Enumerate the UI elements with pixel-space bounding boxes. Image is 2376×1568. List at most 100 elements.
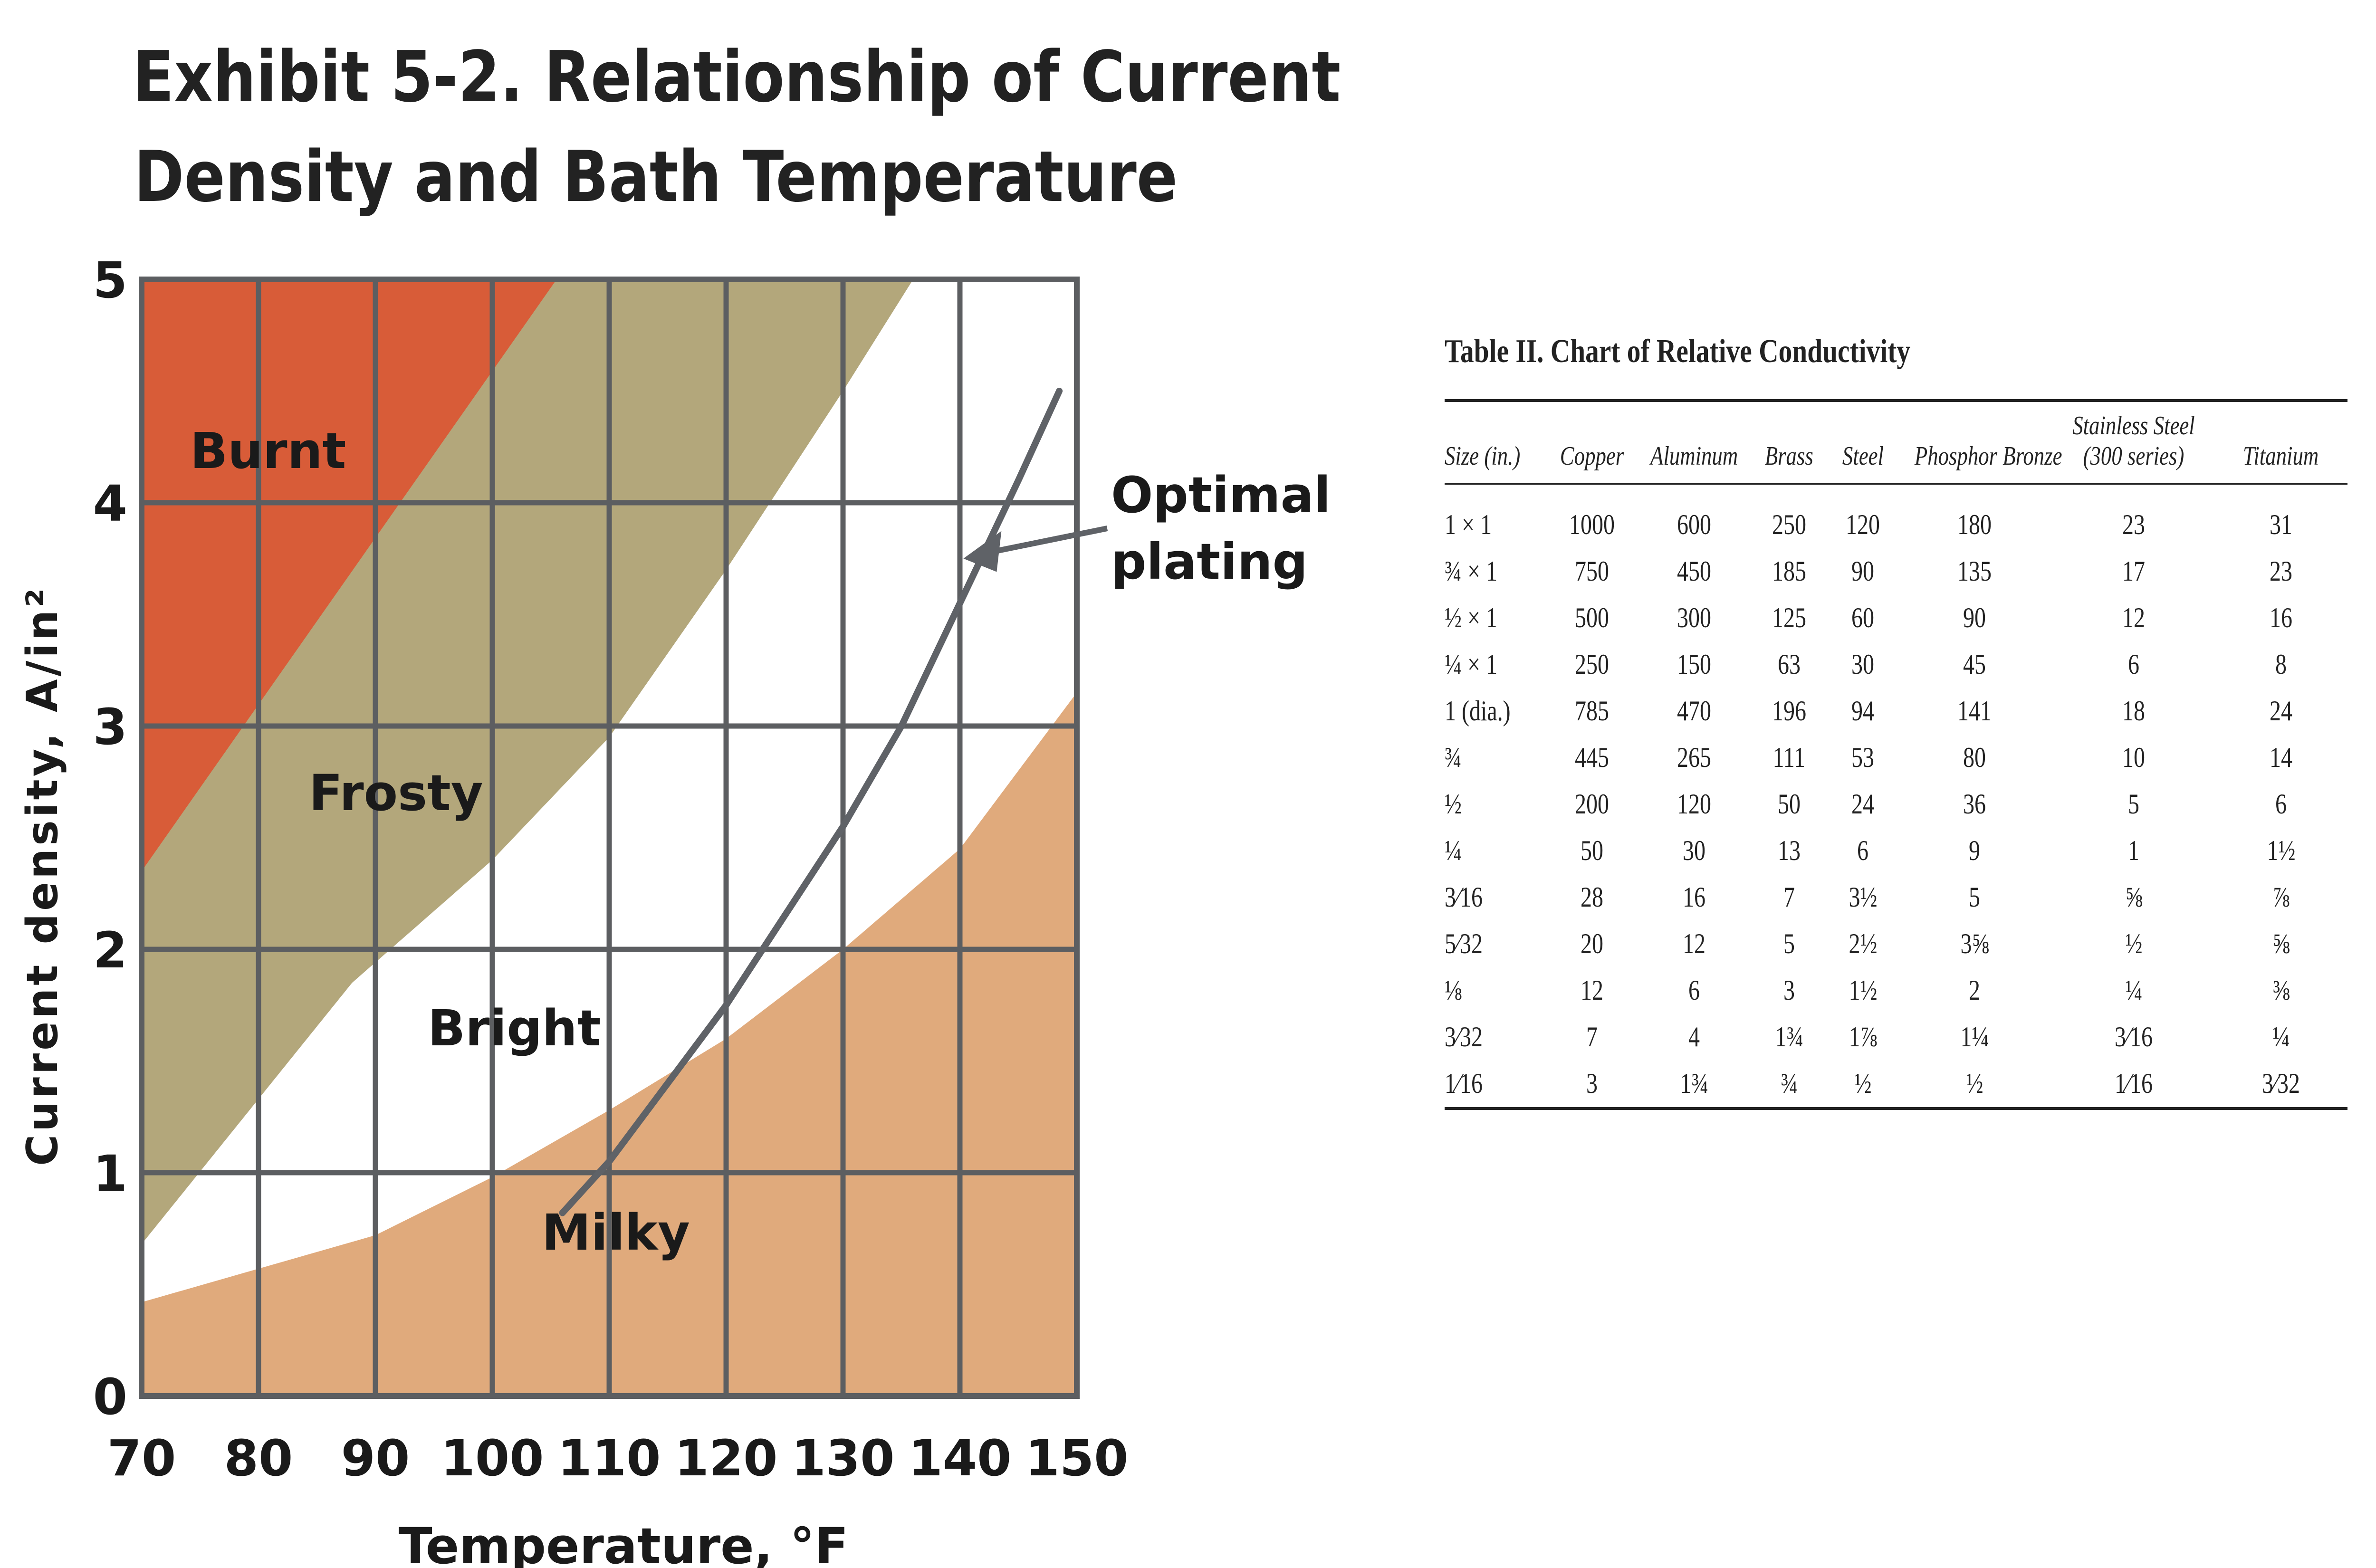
y-tick-label: 2 (93, 921, 127, 979)
x-tick-label: 90 (341, 1429, 410, 1487)
region-label-bright: Bright (428, 999, 601, 1057)
table-cell: ¼ × 1 (1445, 649, 1498, 680)
table-cell: 60 (1851, 602, 1874, 633)
table-header-cell: Phosphor Bronze (1896, 402, 2062, 483)
table-cell: 5 (1783, 928, 1795, 959)
table-cell: 12 (1683, 928, 1705, 959)
table-cell: 12 (2122, 602, 2145, 633)
table-header-rule (1445, 483, 2347, 502)
table-header-row: Size (in.) Copper Aluminum Brass Steel Phosph… (1445, 402, 2347, 483)
x-tick-label: 120 (674, 1429, 777, 1487)
table-cell: 1⁄16 (1445, 1068, 1483, 1099)
region-label-milky: Milky (542, 1204, 690, 1262)
table-cell: 80 (1963, 742, 1986, 773)
table-cell: 125 (1772, 602, 1806, 633)
table-cell: 2 (1969, 975, 1980, 1006)
table-cell: 50 (1778, 788, 1801, 820)
table-cell: 750 (1575, 555, 1609, 587)
table-cell: 150 (1677, 649, 1711, 680)
table-cell: 8 (2275, 649, 2287, 680)
x-tick-label: 100 (441, 1429, 544, 1487)
table-cell: 5 (2128, 788, 2139, 820)
table-cell: 13 (1778, 835, 1801, 866)
table-header-text: Steel (1842, 441, 1884, 471)
table-bottom-rule (1445, 1107, 2347, 1110)
table-header-text: Phosphor Bronze (1914, 441, 2062, 471)
exhibit-chart: Exhibit 5-2. Relationship of Current Den… (18, 42, 1341, 1568)
table-cell: 445 (1575, 742, 1609, 773)
annotation-label-line2: plating (1111, 533, 1308, 591)
table-header-text: Titanium (2243, 441, 2319, 471)
table-cell: 470 (1677, 695, 1711, 727)
table-cell: 1⅞ (1849, 1021, 1877, 1052)
table-cell: 120 (1677, 788, 1711, 820)
table-cell: 90 (1963, 602, 1986, 633)
table-cell: ⅛ (1445, 975, 1462, 1006)
table-cell: ⅞ (2272, 881, 2290, 913)
table-cell: 3⅝ (1960, 928, 1989, 959)
table-header-text: Size (in.) (1445, 441, 1521, 471)
table-cell: 135 (1957, 555, 1992, 587)
table-cell: 30 (1683, 835, 1705, 866)
table-cell: 600 (1677, 509, 1711, 540)
table-cell: 1000 (1569, 509, 1615, 540)
table-cell: 250 (1575, 649, 1609, 680)
table-cell: 3 (1586, 1068, 1598, 1099)
conductivity-table-panel: Table II. Chart of Relative Conductivity… (1445, 333, 2347, 1110)
table-cell: 16 (1683, 881, 1705, 913)
table-cell: 3⁄32 (2261, 1068, 2300, 1099)
table-title: Table II. Chart of Relative Conductivity (1445, 333, 1911, 370)
table-cell: ⅝ (2272, 928, 2290, 959)
table-cell: 18 (2122, 695, 2145, 727)
table-header-text: Copper (1560, 441, 1624, 471)
table-cell: ½ (1854, 1068, 1871, 1099)
table-cell: 23 (2122, 509, 2145, 540)
table-cell: ½ (1966, 1068, 1983, 1099)
table-cell: 111 (1772, 742, 1806, 773)
table-cell: 30 (1851, 649, 1874, 680)
table-cell: ⅝ (2125, 881, 2142, 913)
table-cell: 9 (1969, 835, 1980, 866)
table-cell: 50 (1581, 835, 1603, 866)
table-header-text: Brass (1764, 441, 1814, 471)
table-cell: 120 (1846, 509, 1880, 540)
table-cell: 1 (2128, 835, 2139, 866)
table-row: ½ 200 120 50 24 36 5 6 (1445, 781, 2347, 828)
table-row: 3⁄16 28 16 7 3½ 5 ⅝ ⅞ (1445, 874, 2347, 921)
table-cell: ½ × 1 (1445, 602, 1498, 633)
table-cell: 7 (1783, 881, 1795, 913)
x-tick-label: 130 (791, 1429, 894, 1487)
table-cell: 31 (2270, 509, 2292, 540)
table-cell: 3⁄16 (2114, 1021, 2153, 1052)
table-cell: 1½ (1849, 975, 1877, 1006)
table-cell: 5 (1969, 881, 1980, 913)
table-cell: 17 (2122, 555, 2145, 587)
table-row: 1 × 1 1000 600 250 120 180 23 31 (1445, 502, 2347, 548)
table-cell: 6 (1857, 835, 1868, 866)
table-row: 1 (dia.) 785 470 196 94 141 18 24 (1445, 688, 2347, 735)
table-header-cell: Copper (1544, 402, 1639, 483)
table-cell: 6 (2275, 788, 2287, 820)
y-tick-label: 3 (93, 698, 127, 756)
table-cell: 24 (2270, 695, 2292, 727)
table-cell: ⅜ (2272, 975, 2290, 1006)
table-cell: 265 (1677, 742, 1711, 773)
table-cell: 63 (1778, 649, 1801, 680)
table-cell: 1 (dia.) (1445, 695, 1511, 727)
table-cell: 1½ (2267, 835, 2295, 866)
table-cell: 196 (1772, 695, 1806, 727)
table-cell: ¾ (1445, 742, 1462, 773)
region-label-burnt: Burnt (190, 422, 346, 480)
table-header-cell: Aluminum (1639, 402, 1749, 483)
table-header-cell: Size (in.) (1445, 402, 1544, 483)
table-cell: 1¾ (1680, 1068, 1708, 1099)
table-cell: 24 (1851, 788, 1874, 820)
table-cell: 250 (1772, 509, 1806, 540)
table-header-text: Stainless Steel (2072, 411, 2195, 440)
table-cell: ¾ × 1 (1445, 555, 1498, 587)
table-cell: 53 (1851, 742, 1874, 773)
table-cell: 1⁄16 (2114, 1068, 2153, 1099)
table-row: ¾ × 1 750 450 185 90 135 17 23 (1445, 548, 2347, 595)
table-cell: 36 (1963, 788, 1986, 820)
y-axis-label: Current density, A/in² (18, 585, 67, 1166)
